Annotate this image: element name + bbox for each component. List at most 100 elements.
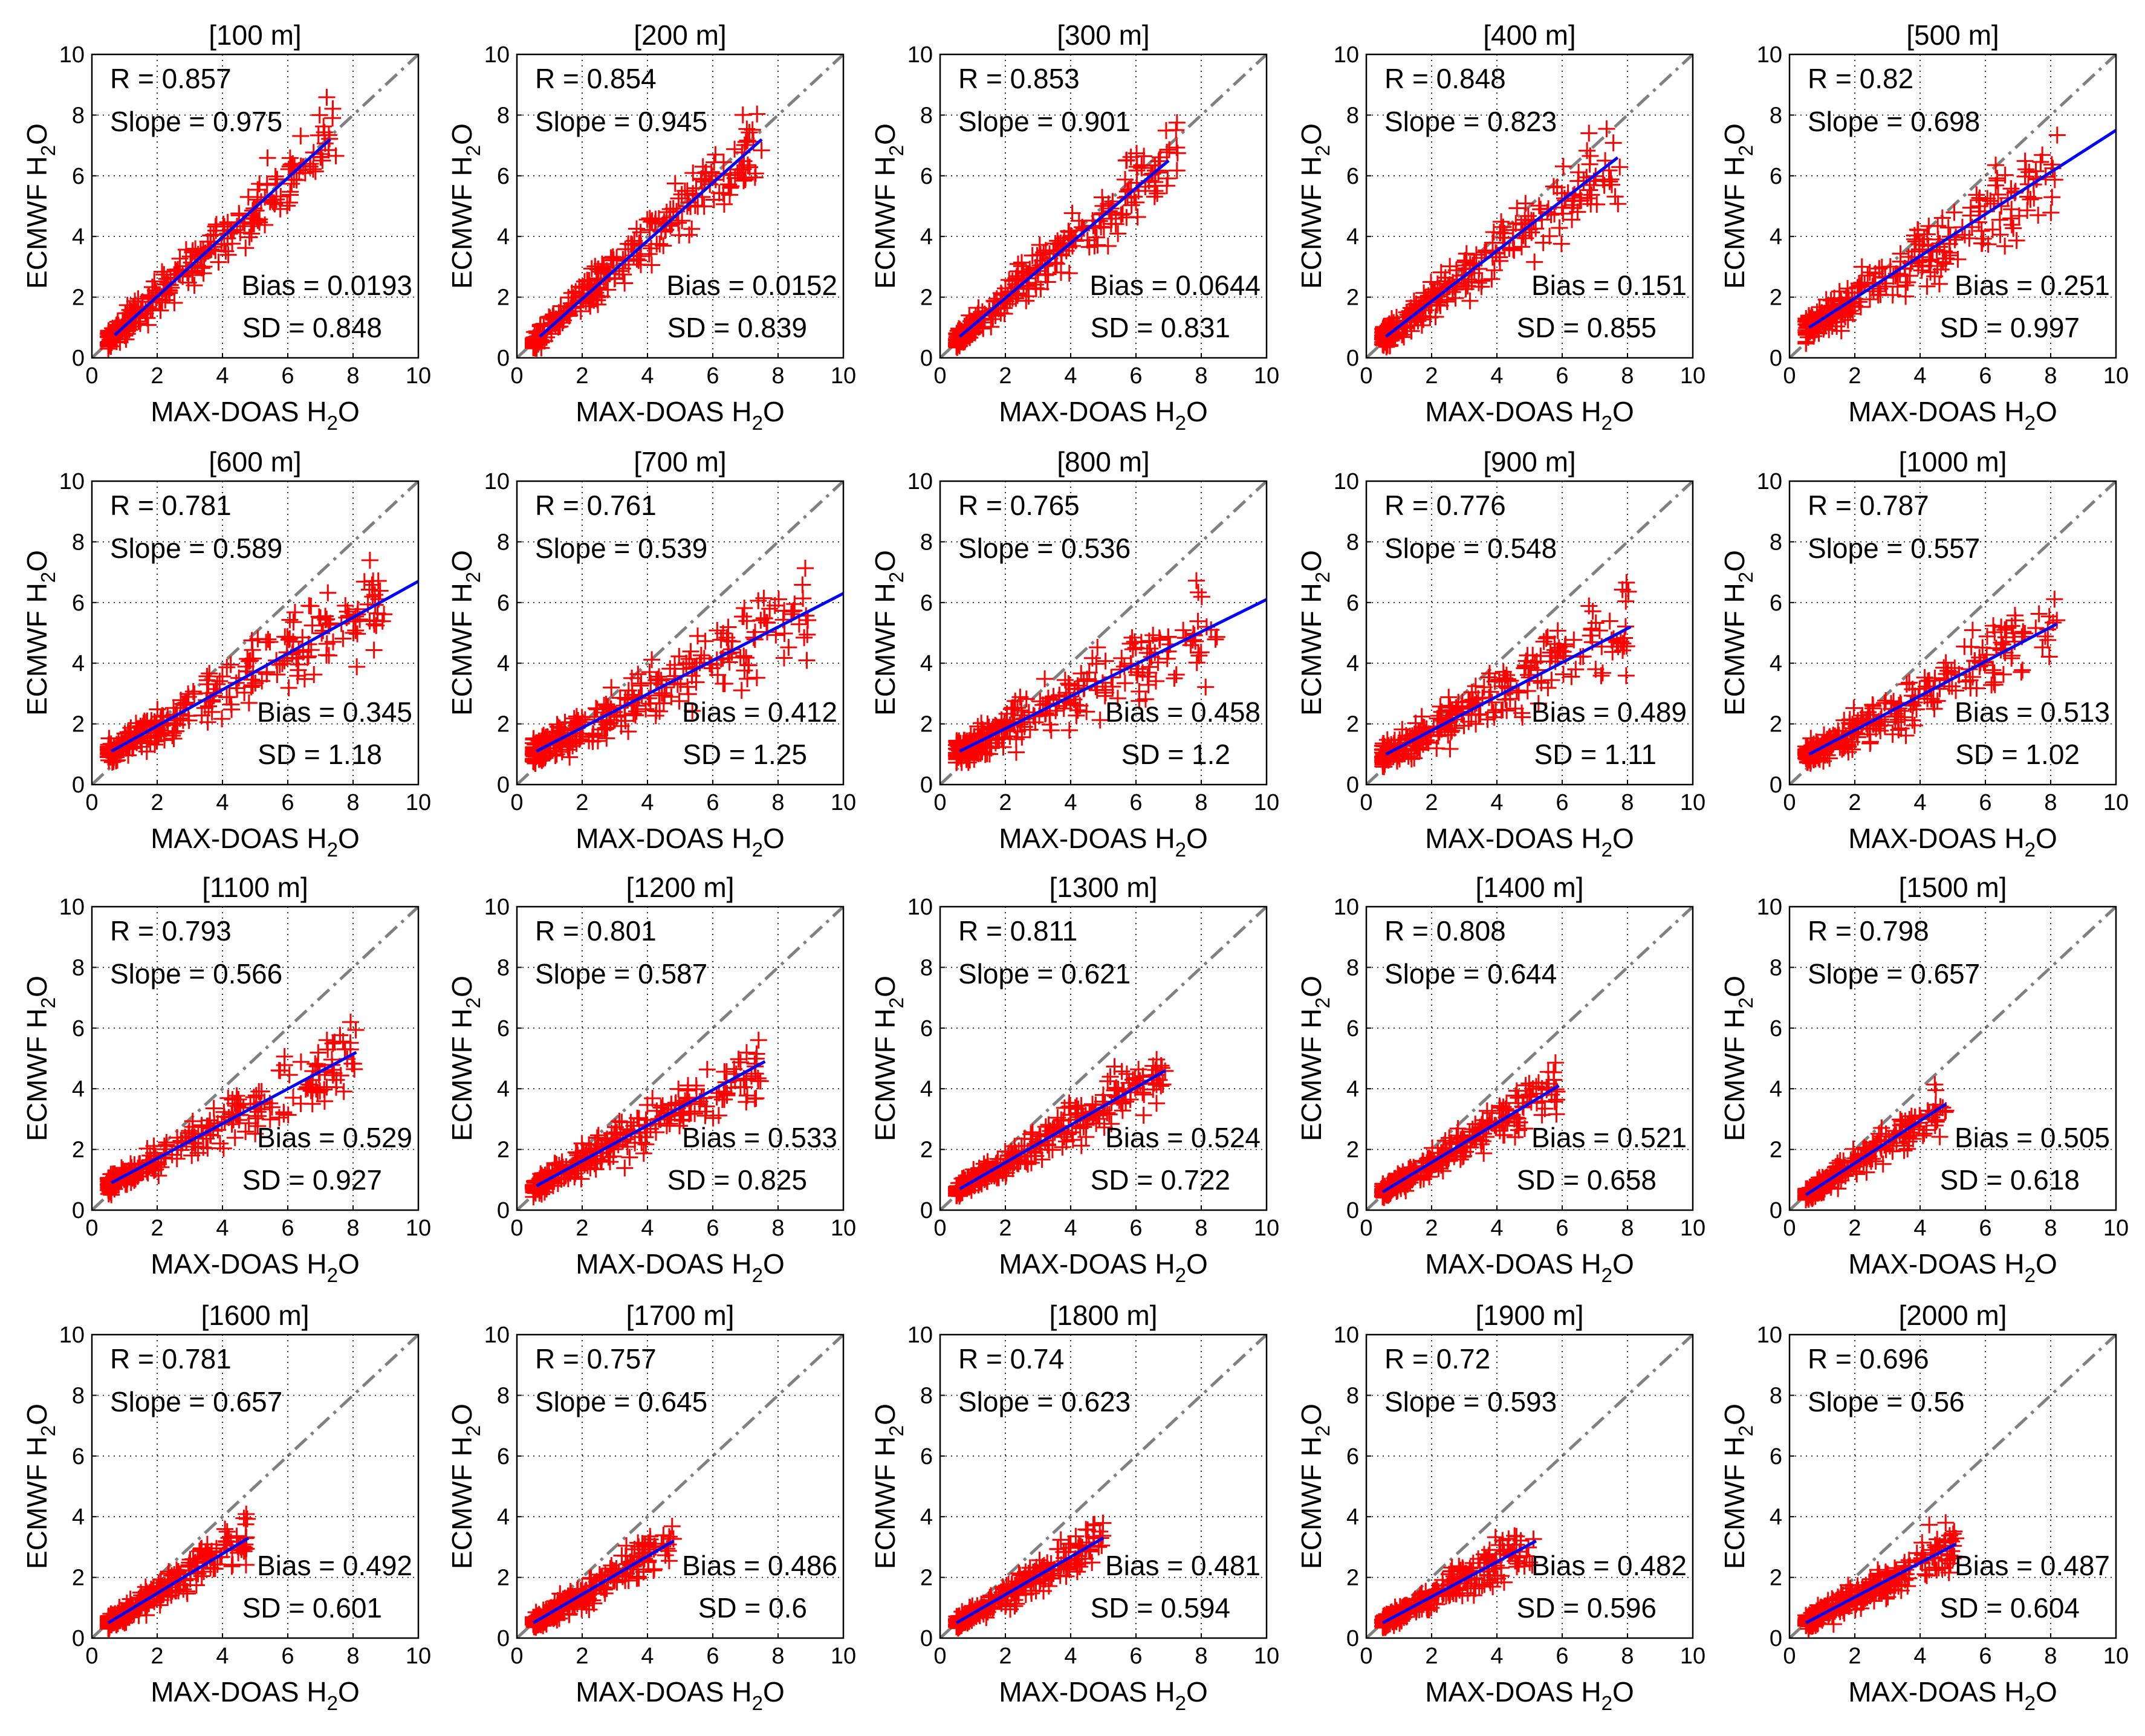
data-point — [606, 1118, 624, 1136]
stat-bias: Bias = 0.0152 — [666, 270, 837, 301]
x-tick-label: 10 — [2103, 1216, 2129, 1241]
y-tick-label: 8 — [1770, 955, 1782, 980]
data-point — [360, 581, 378, 598]
data-point — [746, 1090, 764, 1107]
data-point — [735, 647, 753, 665]
y-tick-label: 4 — [1346, 651, 1359, 676]
data-point — [1611, 158, 1629, 176]
data-point — [134, 299, 151, 316]
data-point — [103, 326, 120, 344]
data-point — [1113, 649, 1131, 667]
panel-title: [500 m] — [1906, 19, 1999, 51]
data-point — [1583, 186, 1600, 204]
stat-slope: Slope = 0.589 — [110, 533, 282, 564]
data-point — [242, 678, 260, 696]
data-point — [140, 316, 157, 334]
stat-r: R = 0.801 — [535, 915, 657, 947]
data-point — [1906, 716, 1923, 734]
x-tick-label: 2 — [151, 1216, 163, 1241]
data-point — [997, 1164, 1014, 1182]
data-point — [1391, 750, 1409, 768]
stat-sd: SD = 0.997 — [1940, 312, 2080, 343]
data-point — [1505, 239, 1523, 257]
data-point — [1526, 253, 1543, 271]
data-point — [761, 600, 779, 618]
data-point — [1118, 151, 1135, 169]
data-point — [1060, 223, 1078, 241]
data-point — [2016, 167, 2034, 185]
data-point — [1007, 731, 1025, 748]
data-point — [1013, 254, 1030, 271]
data-point — [961, 317, 978, 335]
data-point — [349, 625, 366, 643]
data-point — [369, 604, 386, 622]
y-axis-label: ECMWF H2O — [1296, 550, 1334, 716]
x-tick-label: 10 — [406, 1216, 431, 1241]
data-point — [2022, 190, 2039, 208]
data-point — [689, 627, 706, 645]
data-point — [247, 1125, 264, 1142]
data-point — [1551, 219, 1568, 237]
data-point — [567, 298, 585, 316]
stat-sd: SD = 1.02 — [1955, 739, 2080, 770]
data-point — [715, 675, 732, 693]
y-tick-label: 6 — [920, 591, 933, 616]
plot-area — [517, 481, 843, 785]
data-point — [1926, 268, 1944, 285]
x-tick-label: 10 — [1254, 1216, 1279, 1241]
data-point — [736, 136, 753, 154]
y-tick-label: 6 — [72, 1016, 85, 1041]
data-point — [1978, 627, 1996, 645]
y-tick-label: 4 — [72, 1077, 85, 1102]
y-axis-label: ECMWF H2O — [21, 976, 59, 1141]
data-point — [948, 748, 965, 766]
x-tick-label: 0 — [933, 790, 946, 815]
data-point — [1494, 1126, 1512, 1144]
axes-box — [516, 905, 845, 1211]
data-point — [1071, 697, 1089, 714]
y-axis-label: ECMWF H2O — [869, 123, 907, 289]
x-tick-label: 8 — [346, 790, 359, 815]
data-point — [138, 712, 156, 730]
x-tick-label: 0 — [1360, 1216, 1372, 1241]
data-point — [622, 235, 640, 253]
data-point — [201, 1112, 219, 1129]
x-tick-label: 4 — [1064, 363, 1077, 389]
stat-sd: SD = 0.722 — [1091, 1164, 1230, 1196]
data-point — [1957, 673, 1975, 690]
data-point — [676, 182, 693, 199]
data-point — [1033, 1151, 1051, 1168]
axes-box — [939, 480, 1268, 786]
data-point — [326, 1034, 343, 1051]
x-tick-label: 4 — [641, 790, 654, 815]
data-point — [1844, 740, 1861, 758]
data-point — [1060, 675, 1077, 692]
stat-bias: Bias = 0.345 — [257, 696, 412, 728]
y-tick-label: 10 — [1757, 469, 1782, 494]
y-tick-label: 2 — [72, 712, 85, 737]
data-point — [199, 1139, 216, 1157]
data-point — [2016, 152, 2034, 170]
data-point — [1554, 158, 1572, 175]
y-tick-label: 8 — [1346, 103, 1359, 128]
data-point — [1187, 572, 1205, 589]
data-point — [738, 1071, 755, 1089]
data-point — [1931, 1128, 1949, 1145]
y-tick-label: 10 — [484, 895, 510, 920]
x-tick-label: 2 — [1848, 1216, 1861, 1241]
y-tick-label: 4 — [920, 224, 933, 250]
data-point — [319, 584, 337, 601]
data-point — [1079, 232, 1096, 249]
data-point — [1554, 666, 1572, 683]
data-point — [744, 121, 761, 138]
data-point — [726, 140, 744, 158]
x-tick-label: 8 — [2044, 363, 2057, 389]
regression-fit-line — [958, 159, 1170, 338]
data-point — [976, 746, 994, 763]
data-point — [536, 332, 554, 350]
x-tick-label: 4 — [216, 790, 229, 815]
x-tick-label: 4 — [641, 1216, 654, 1241]
data-point — [605, 1125, 623, 1142]
